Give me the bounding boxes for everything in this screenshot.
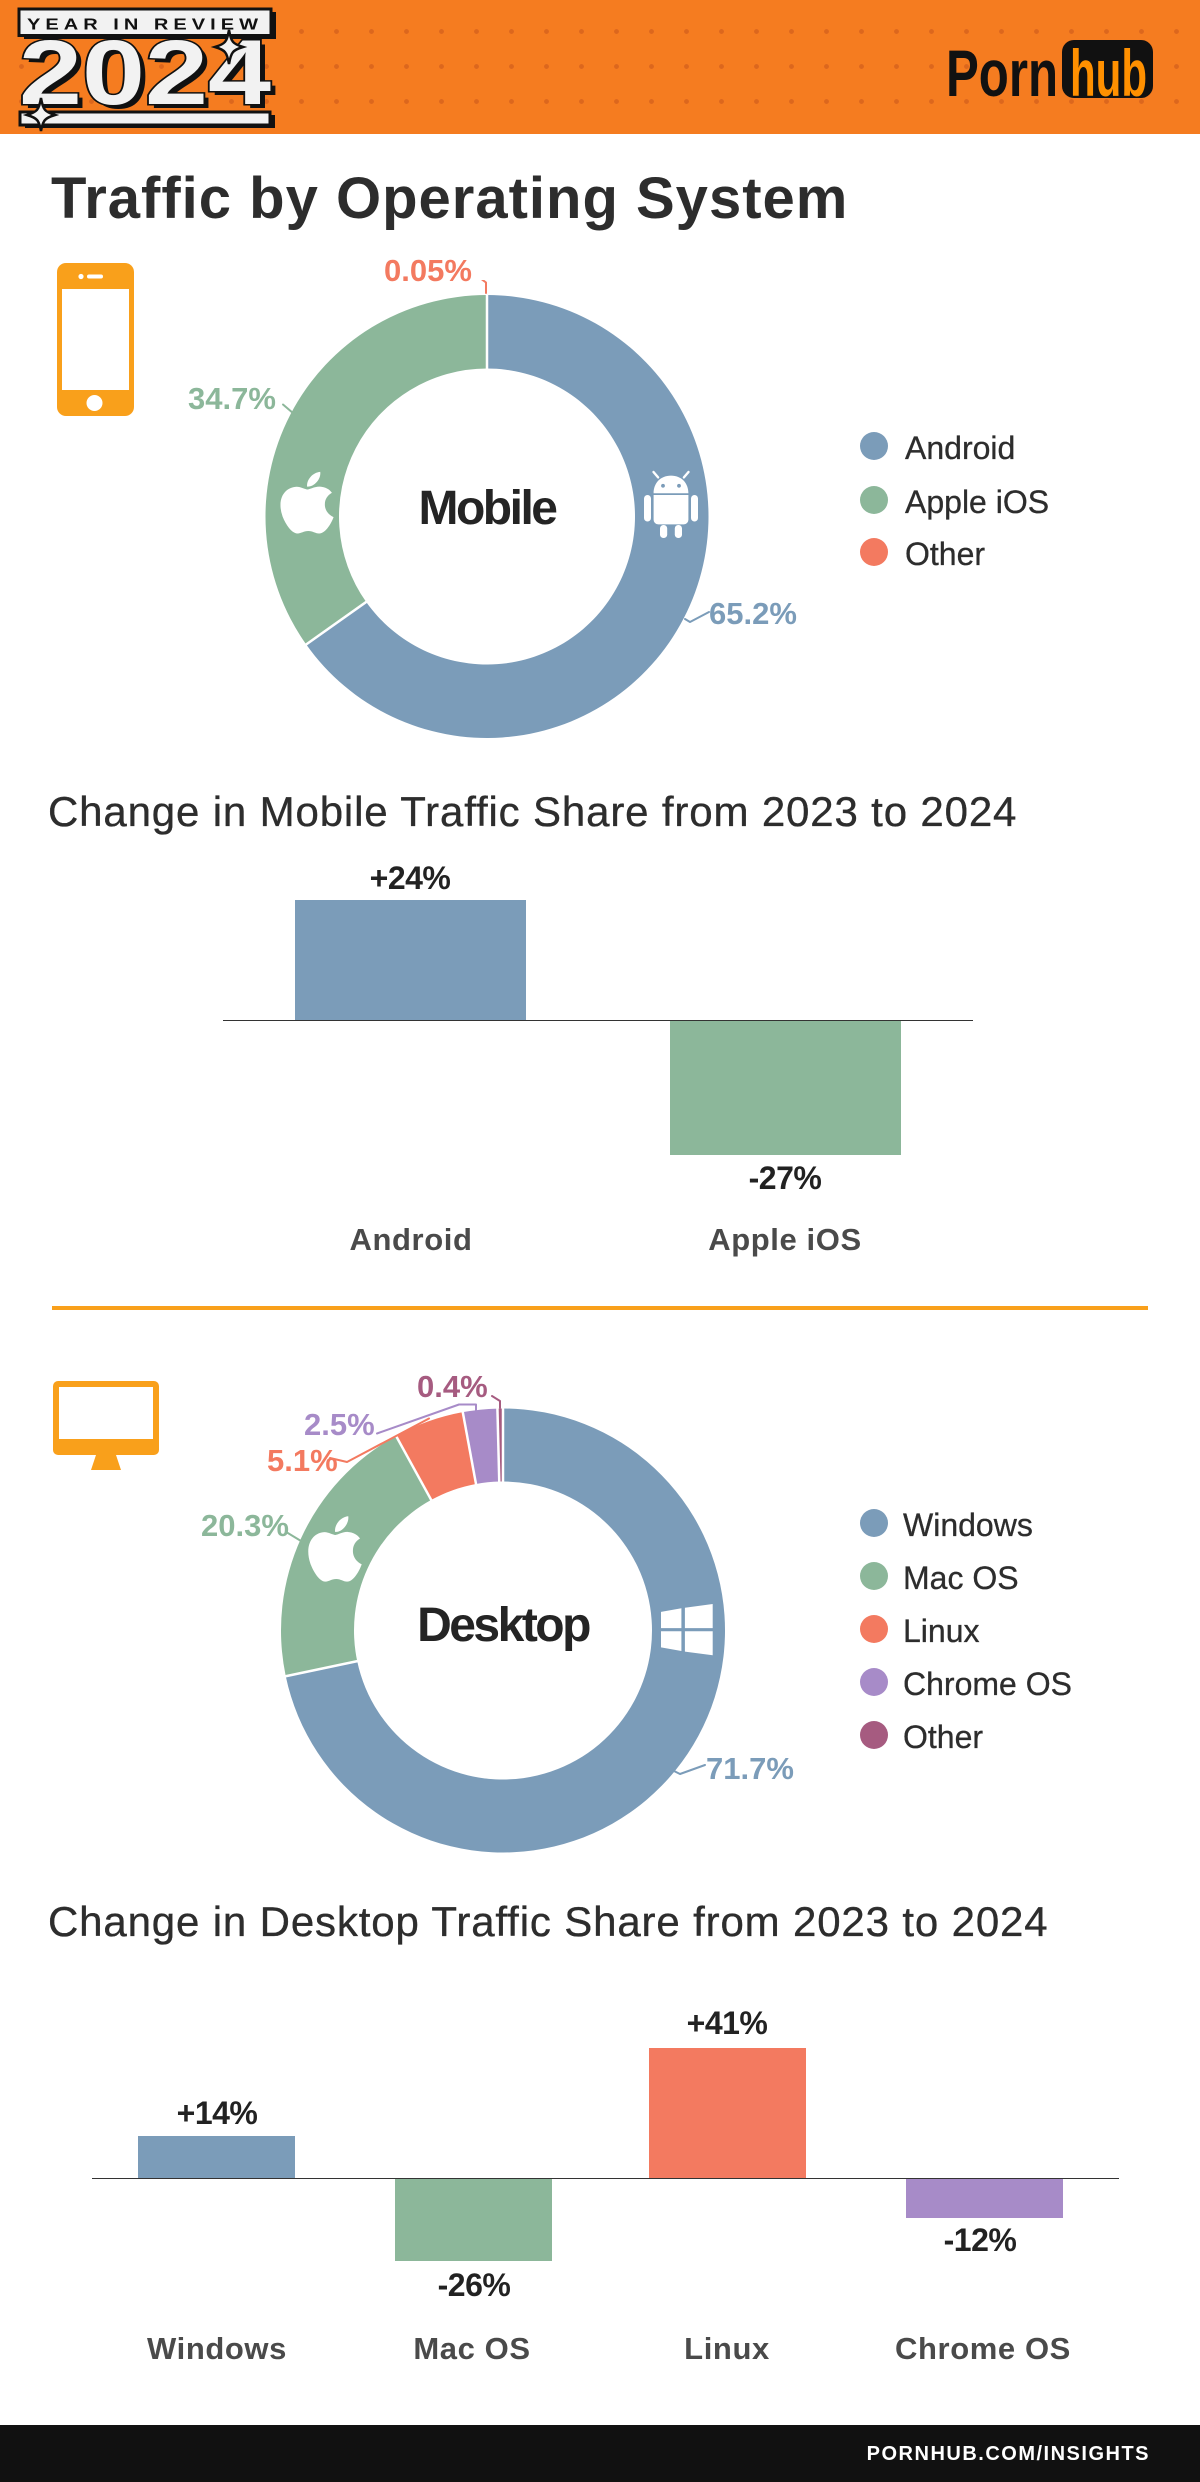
svg-text:hub: hub <box>1070 36 1147 110</box>
svg-text:YEAR IN REVIEW: YEAR IN REVIEW <box>27 17 263 34</box>
svg-text:Porn: Porn <box>946 36 1058 110</box>
svg-text:Desktop: Desktop <box>417 1599 590 1652</box>
svg-text:Mobile: Mobile <box>419 482 558 535</box>
svg-text:2024: 2024 <box>19 22 271 124</box>
